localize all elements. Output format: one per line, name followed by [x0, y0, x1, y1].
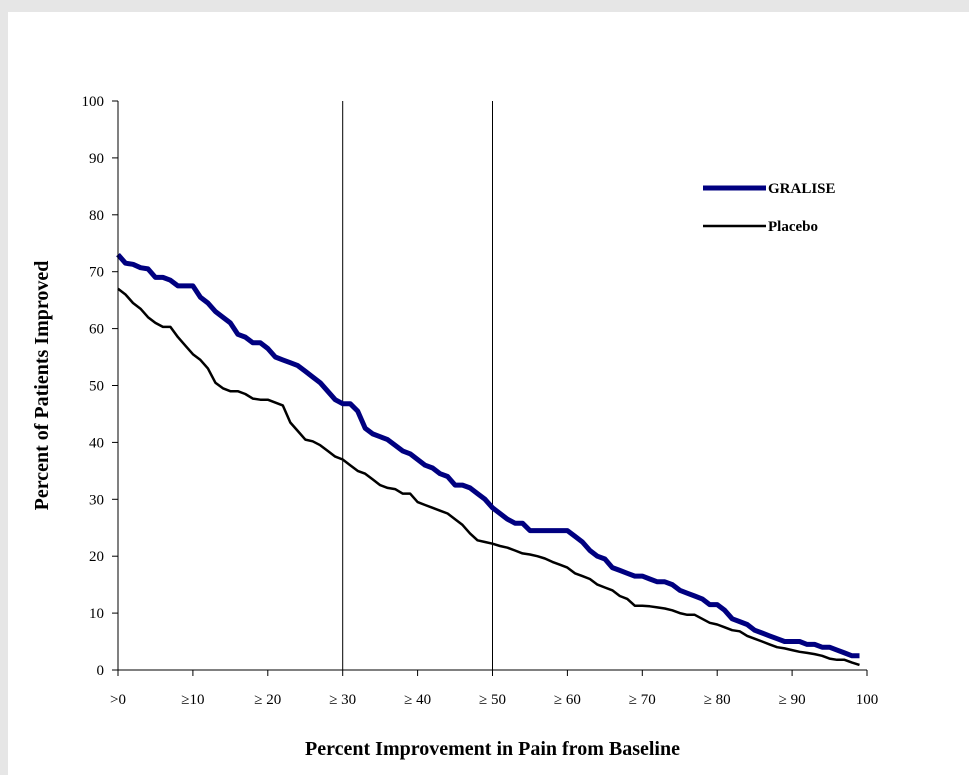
x-tick-label: >0: [110, 692, 126, 708]
y-tick-label: 50: [89, 379, 104, 395]
series-line-gralise: [116, 252, 860, 659]
y-tick-label: 70: [89, 265, 104, 281]
x-tick-label: ≥ 70: [629, 692, 656, 708]
x-tick-label: 100: [856, 692, 879, 708]
x-tick-label: ≥ 90: [779, 692, 806, 708]
y-tick-label: 90: [89, 151, 104, 167]
y-tick-label: 40: [89, 435, 104, 451]
y-tick-label: 20: [89, 549, 104, 565]
y-tick-label: 10: [89, 606, 104, 622]
x-axis-title: Percent Improvement in Pain from Baselin…: [305, 738, 680, 760]
x-tick-label: ≥ 40: [404, 692, 431, 708]
x-tick-label: ≥ 30: [329, 692, 356, 708]
x-tick-group: >0 ≥10 ≥ 20 ≥ 30 ≥ 40 ≥ 50 ≥ 60 ≥ 70 ≥ 80 ≥ 90 100: [110, 670, 878, 708]
chart-frame: 0 10 20 30 40 50 60 70 80 90 100 >0 ≥10 ≥ 20 ≥ 30 ≥ 40…: [8, 12, 969, 775]
y-tick-label: 30: [89, 492, 104, 508]
reference-lines: [342, 101, 493, 670]
x-tick-label: ≥ 20: [254, 692, 281, 708]
line-chart: 0 10 20 30 40 50 60 70 80 90 100 >0 ≥10 ≥ 20 ≥ 30 ≥ 40…: [31, 94, 878, 760]
x-tick-label: ≥ 60: [554, 692, 581, 708]
x-tick-label: ≥10: [181, 692, 204, 708]
legend: GRALISE Placebo: [703, 181, 836, 235]
legend-label-placebo: Placebo: [768, 219, 818, 235]
series-line-placebo: [117, 287, 860, 667]
y-tick-label: 0: [97, 663, 105, 679]
y-tick-group: 0 10 20 30 40 50 60 70 80 90 100: [82, 94, 118, 679]
x-tick-label: ≥ 50: [479, 692, 506, 708]
y-tick-label: 100: [82, 94, 105, 110]
series-layer: [116, 252, 860, 667]
legend-label-gralise: GRALISE: [768, 181, 836, 197]
y-tick-label: 80: [89, 208, 104, 224]
x-tick-label: ≥ 80: [704, 692, 731, 708]
y-tick-label: 60: [89, 322, 104, 338]
y-axis-title: Percent of Patients Improved: [31, 261, 53, 511]
